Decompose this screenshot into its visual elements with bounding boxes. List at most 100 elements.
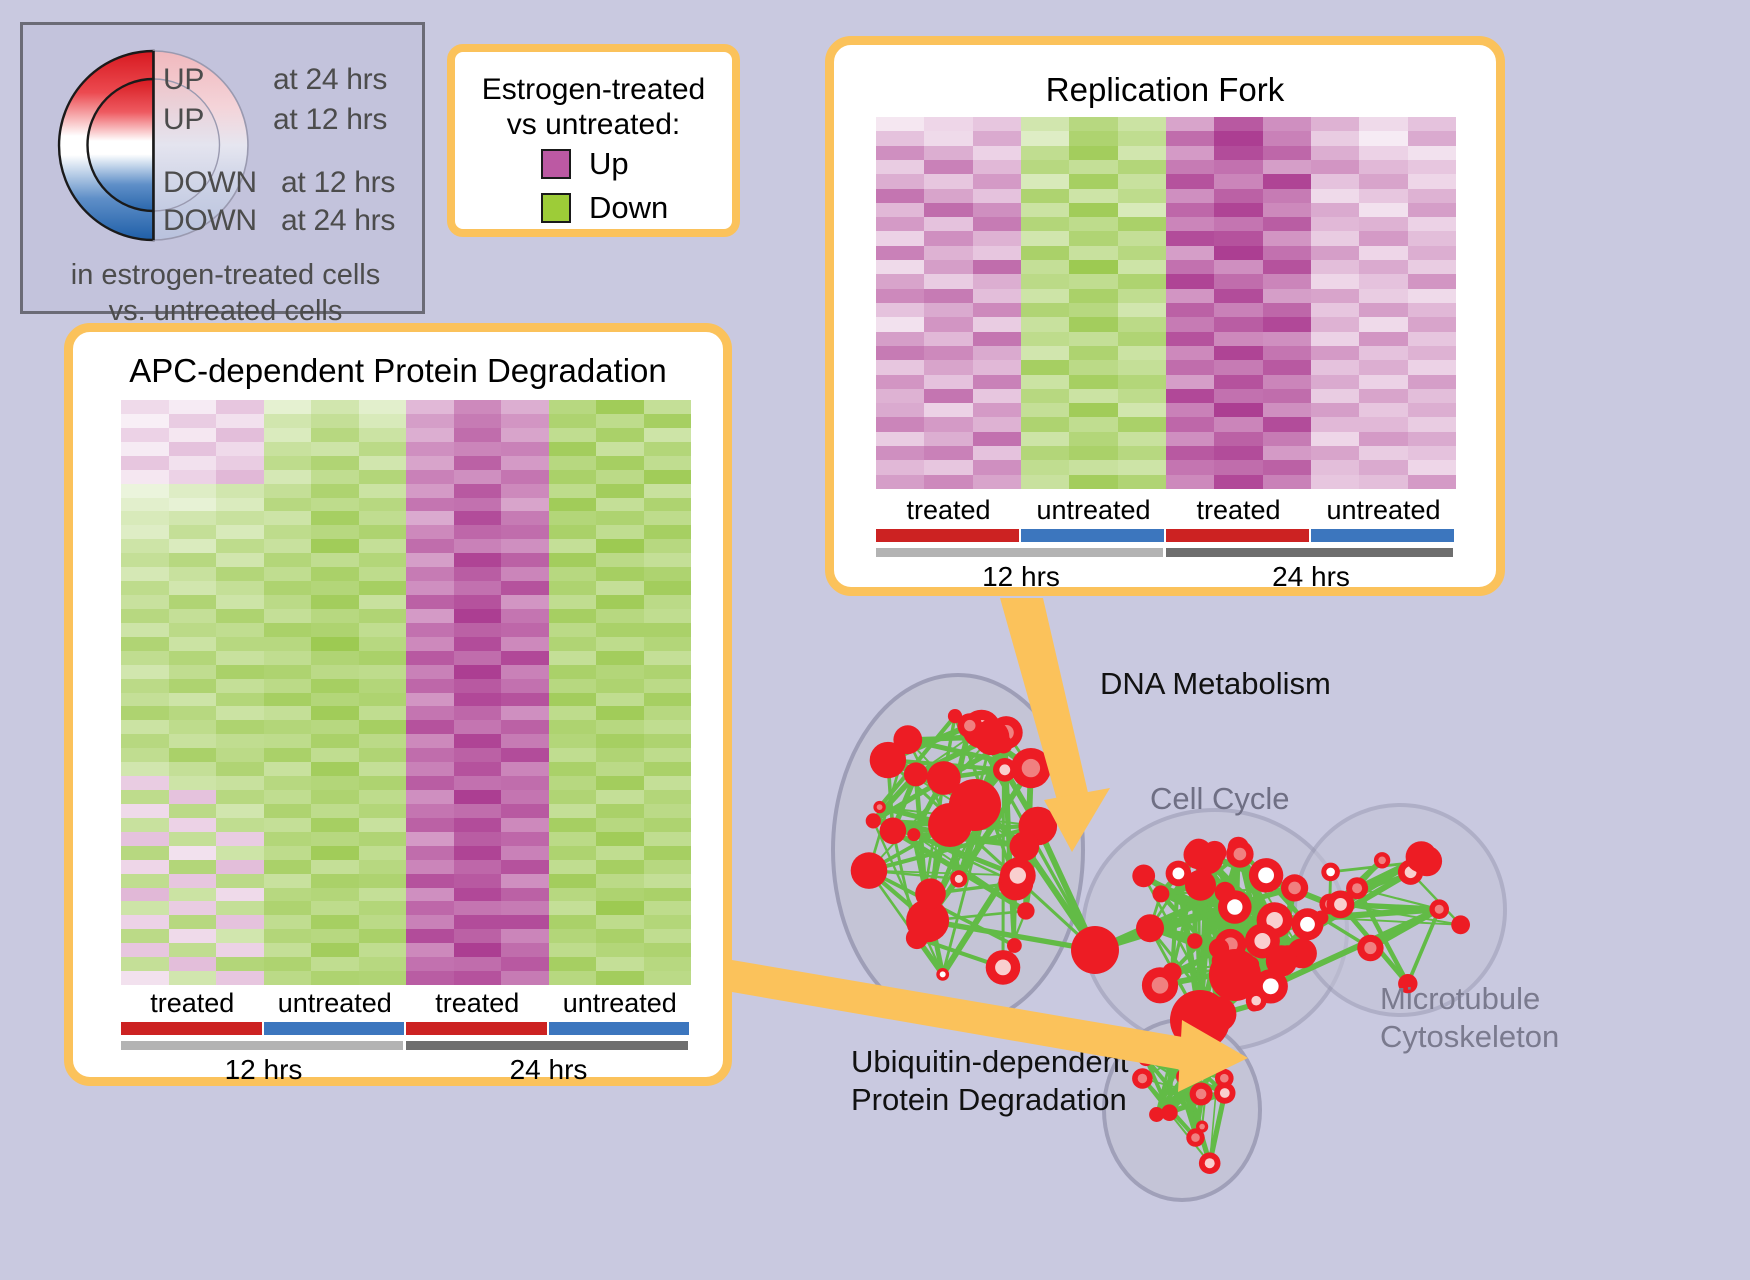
heatmap-cell [1263, 217, 1311, 231]
heatmap-cell [876, 289, 924, 303]
heatmap-cell [1359, 174, 1407, 188]
condition-label: untreated [1311, 497, 1456, 524]
heatmap-cell [644, 943, 692, 957]
heatmap-cell [501, 456, 549, 470]
heatmap-cell [406, 498, 454, 512]
heatmap-cell [1166, 174, 1214, 188]
heatmap-cell [973, 332, 1021, 346]
heatmap-cell [1069, 289, 1117, 303]
legend-box: Estrogen-treated vs untreated: Up Down [447, 44, 740, 237]
legend-swatch-down [541, 193, 571, 223]
heatmap-cell [216, 734, 264, 748]
heatmap-cell [501, 762, 549, 776]
heatmap-cell [216, 943, 264, 957]
heatmap-cell [876, 189, 924, 203]
heatmap-cell [406, 832, 454, 846]
heatmap-cell [644, 581, 692, 595]
heatmap-cell [359, 943, 407, 957]
heatmap-cell [406, 511, 454, 525]
heatmap-cell [876, 389, 924, 403]
heatmap-cell [454, 484, 502, 498]
network-node [1136, 914, 1164, 942]
heatmap-cell [264, 581, 312, 595]
heatmap-cell [1118, 417, 1166, 431]
heatmap-cell [1021, 375, 1069, 389]
heatmap-cell [169, 428, 217, 442]
heatmap-cell [121, 693, 169, 707]
heatmap-cell [1166, 217, 1214, 231]
heatmap-cell [311, 693, 359, 707]
heatmap-cell [121, 567, 169, 581]
heatmap-cell [1069, 217, 1117, 231]
heatmap-cell [1069, 303, 1117, 317]
heatmap-cell [1311, 246, 1359, 260]
heatmap-cell [924, 260, 972, 274]
heatmap-cell [264, 915, 312, 929]
network-node-core [1334, 898, 1347, 911]
heatmap-cell [264, 720, 312, 734]
heatmap-cell [359, 414, 407, 428]
heatmap-cell [596, 539, 644, 553]
network-node [880, 818, 907, 845]
heatmap-cell [1263, 289, 1311, 303]
heatmap-cell [1408, 317, 1456, 331]
heatmap-cell [216, 693, 264, 707]
network-node [851, 852, 888, 889]
heatmap-cell [924, 332, 972, 346]
heatmap-cell [264, 679, 312, 693]
heatmap-cell [406, 706, 454, 720]
heatmap-cell [549, 734, 597, 748]
heatmap-cell [169, 651, 217, 665]
heatmap-cell [973, 174, 1021, 188]
heatmap-cell [549, 818, 597, 832]
network-node-core [1288, 882, 1301, 895]
heatmap-cell [454, 804, 502, 818]
heatmap-cell [406, 623, 454, 637]
network-node-core [1254, 933, 1270, 949]
heatmap-cell [264, 637, 312, 651]
network-node [1170, 990, 1230, 1050]
heatmap-cell [973, 260, 1021, 274]
heatmap-cell [644, 651, 692, 665]
heatmap-cell [1166, 189, 1214, 203]
heatmap-cell [121, 539, 169, 553]
heatmap-cell [1214, 260, 1262, 274]
heatmap-cell [596, 706, 644, 720]
heatmap-cell [264, 957, 312, 971]
heatmap-cell [596, 901, 644, 915]
heatmap-cell [1408, 460, 1456, 474]
heatmap-cell [1311, 160, 1359, 174]
heatmap-cell [1069, 360, 1117, 374]
condition-bars-replication-fork [876, 529, 1456, 542]
heatmap-cell [311, 498, 359, 512]
heatmap-cell [549, 720, 597, 734]
heatmap-cell [501, 804, 549, 818]
heatmap-cell [644, 790, 692, 804]
heatmap-cell [1311, 403, 1359, 417]
heatmap-cell [406, 734, 454, 748]
heatmap-cell [596, 748, 644, 762]
condition-label: treated [121, 990, 264, 1017]
network-node [1017, 902, 1034, 919]
heatmap-cell [264, 511, 312, 525]
heatmap-cell [264, 790, 312, 804]
heatmap-cell [1069, 246, 1117, 260]
heatmap-cell [501, 623, 549, 637]
heatmap-cell [406, 595, 454, 609]
heatmap-cell [311, 442, 359, 456]
network-node [1162, 963, 1181, 982]
heatmap-cell [1069, 332, 1117, 346]
heatmap-cell [973, 246, 1021, 260]
heatmap-cell [264, 818, 312, 832]
heatmap-cell [876, 317, 924, 331]
heatmap-cell [1311, 117, 1359, 131]
network-node-core [1022, 759, 1040, 777]
heatmap-cell [596, 553, 644, 567]
heatmap-cell [596, 484, 644, 498]
heatmap-cell [1166, 403, 1214, 417]
heatmap-cell [311, 971, 359, 985]
heatmap-cell [924, 189, 972, 203]
heatmap-cell [876, 403, 924, 417]
heatmap-cell [406, 539, 454, 553]
